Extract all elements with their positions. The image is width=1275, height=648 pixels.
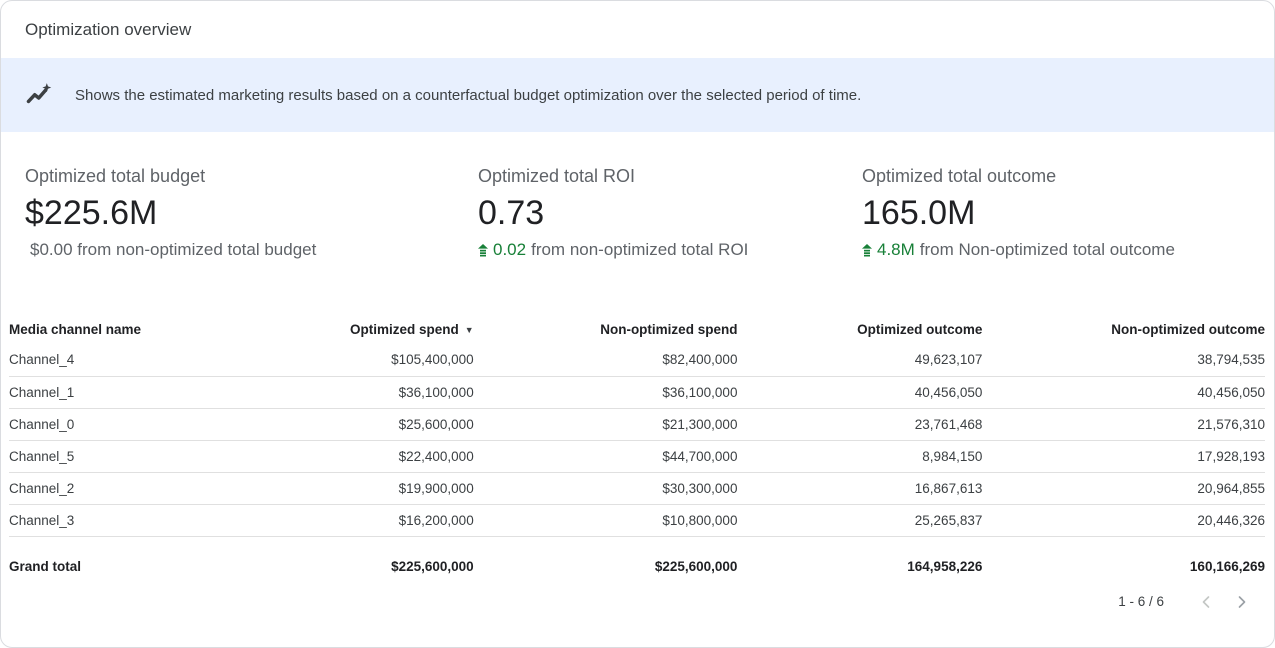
col-header-non-optimized-outcome[interactable]: Non-optimized outcome [1111,321,1265,337]
pagination-range: 1 - 6 / 6 [1118,594,1164,609]
col-header-optimized-spend[interactable]: Optimized spend ▼ [185,314,474,344]
arrow-up-striped-icon [862,243,872,257]
grand-total-optimized-outcome: 164,958,226 [907,558,983,574]
cell-optimized-outcome: 25,265,837 [737,504,983,537]
arrow-up-striped-icon [478,243,488,257]
cell-non-optimized-spend: $44,700,000 [473,440,738,473]
table-row: Channel_1 $36,100,000 $36,100,000 40,456… [9,376,1265,409]
cell-optimized-outcome: 8,984,150 [737,440,983,473]
kpi-value: 0.73 [478,194,545,232]
cell-non-optimized-outcome: 20,964,855 [982,472,1265,505]
kpi-label: Optimized total budget [25,166,206,186]
kpi-label: Optimized total ROI [478,166,636,186]
kpi-delta-text: $0.00 from non-optimized total budget [30,240,317,259]
kpi-optimized-total-roi: Optimized total ROI 0.73 0.02 from non-o… [478,164,862,260]
cell-optimized-outcome: 49,623,107 [737,344,983,377]
col-header-optimized-outcome[interactable]: Optimized outcome [857,321,983,337]
info-banner: Shows the estimated marketing results ba… [1,58,1274,132]
kpi-optimized-total-outcome: Optimized total outcome 165.0M 4.8M from… [862,164,1250,260]
kpi-value: $225.6M [25,194,158,232]
cell-optimized-spend: $36,100,000 [184,376,474,409]
kpi-value: 165.0M [862,194,976,232]
channels-table: Media channel name Optimized spend ▼ Non-… [1,314,1274,584]
card-title: Optimization overview [25,19,192,39]
cell-media-channel-name: Channel_4 [9,344,185,377]
cell-optimized-spend: $19,900,000 [184,472,474,505]
cell-media-channel-name: Channel_1 [9,376,185,409]
col-header-non-optimized-spend[interactable]: Non-optimized spend [600,321,738,337]
table-body: Channel_4 $105,400,000 $82,400,000 49,62… [9,344,1265,537]
kpi-delta-text: from Non-optimized total outcome [919,240,1175,259]
cell-non-optimized-outcome: 21,576,310 [982,408,1265,441]
cell-optimized-outcome: 40,456,050 [737,376,983,409]
cell-non-optimized-spend: $21,300,000 [473,408,738,441]
cell-non-optimized-outcome: 17,928,193 [982,440,1265,473]
banner-text: Shows the estimated marketing results ba… [75,86,862,104]
cell-optimized-spend: $16,200,000 [184,504,474,537]
grand-total-optimized-spend: $225,600,000 [391,558,474,574]
grand-total-row: Grand total $225,600,000 $225,600,000 16… [9,536,1265,584]
chevron-left-icon[interactable] [1188,588,1224,616]
kpi-delta-line: $0.00 from non-optimized total budget [25,240,478,260]
kpi-optimized-total-budget: Optimized total budget $225.6M $0.00 fro… [25,164,478,260]
kpi-row: Optimized total budget $225.6M $0.00 fro… [1,132,1274,260]
cell-optimized-outcome: 16,867,613 [737,472,983,505]
table-header-row: Media channel name Optimized spend ▼ Non-… [9,314,1265,344]
grand-total-label: Grand total [9,558,82,574]
col-header-media-channel-name[interactable]: Media channel name [9,321,142,337]
kpi-delta-value: 0.02 [493,240,527,259]
cell-non-optimized-spend: $36,100,000 [473,376,738,409]
table-row: Channel_2 $19,900,000 $30,300,000 16,867… [9,472,1265,505]
pagination: 1 - 6 / 6 [1,584,1274,616]
cell-non-optimized-spend: $30,300,000 [473,472,738,505]
cell-non-optimized-outcome: 40,456,050 [982,376,1265,409]
kpi-delta-text: from non-optimized total ROI [531,240,749,259]
cell-non-optimized-outcome: 20,446,326 [982,504,1265,537]
cell-non-optimized-spend: $82,400,000 [473,344,738,377]
cell-optimized-outcome: 23,761,468 [737,408,983,441]
col-header-label: Optimized spend [350,321,459,337]
kpi-label: Optimized total outcome [862,166,1057,186]
cell-non-optimized-outcome: 38,794,535 [982,344,1265,377]
grand-total-non-optimized-outcome: 160,166,269 [1189,558,1265,574]
table-row: Channel_0 $25,600,000 $21,300,000 23,761… [9,408,1265,441]
cell-media-channel-name: Channel_0 [9,408,185,441]
cell-media-channel-name: Channel_5 [9,440,185,473]
cell-non-optimized-spend: $10,800,000 [473,504,738,537]
grand-total-non-optimized-spend: $225,600,000 [654,558,738,574]
cell-optimized-spend: $22,400,000 [184,440,474,473]
table-row: Channel_4 $105,400,000 $82,400,000 49,62… [9,344,1265,377]
sort-desc-icon: ▼ [464,324,474,335]
kpi-delta-line: 0.02 from non-optimized total ROI [478,240,862,260]
cell-optimized-spend: $25,600,000 [184,408,474,441]
trend-sparkle-icon [25,81,53,109]
cell-media-channel-name: Channel_2 [9,472,185,505]
cell-media-channel-name: Channel_3 [9,504,185,537]
kpi-delta-line: 4.8M from Non-optimized total outcome [862,240,1250,260]
chevron-right-icon[interactable] [1224,588,1260,616]
table-row: Channel_5 $22,400,000 $44,700,000 8,984,… [9,440,1265,473]
kpi-delta-value: 4.8M [877,240,915,259]
table-row: Channel_3 $16,200,000 $10,800,000 25,265… [9,504,1265,537]
cell-optimized-spend: $105,400,000 [184,344,474,377]
